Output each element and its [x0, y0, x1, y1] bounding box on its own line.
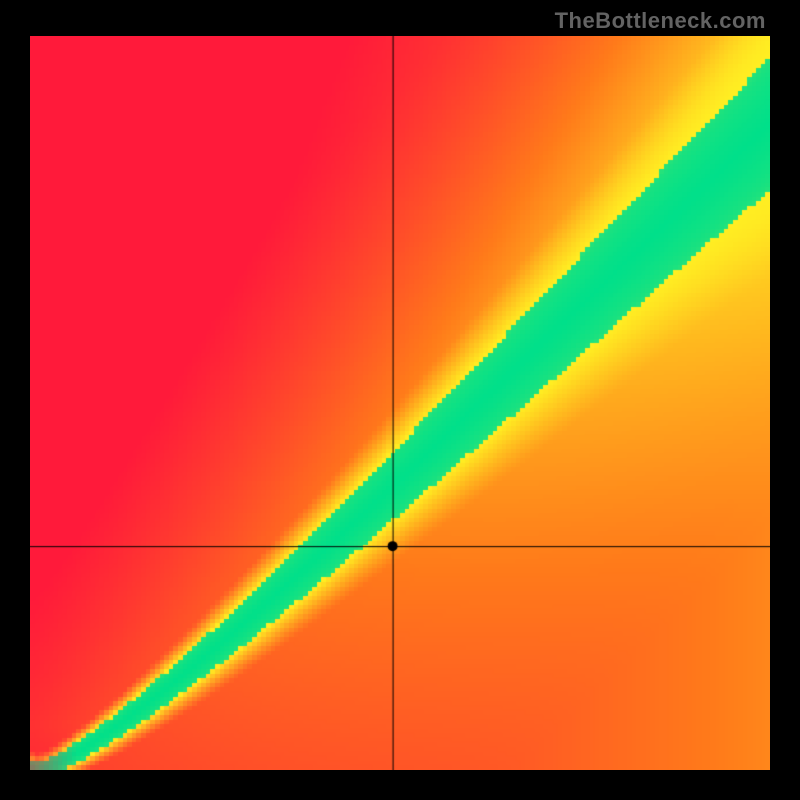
watermark-text: TheBottleneck.com: [555, 8, 766, 34]
chart-container: TheBottleneck.com: [0, 0, 800, 800]
bottleneck-heatmap: [30, 36, 770, 770]
